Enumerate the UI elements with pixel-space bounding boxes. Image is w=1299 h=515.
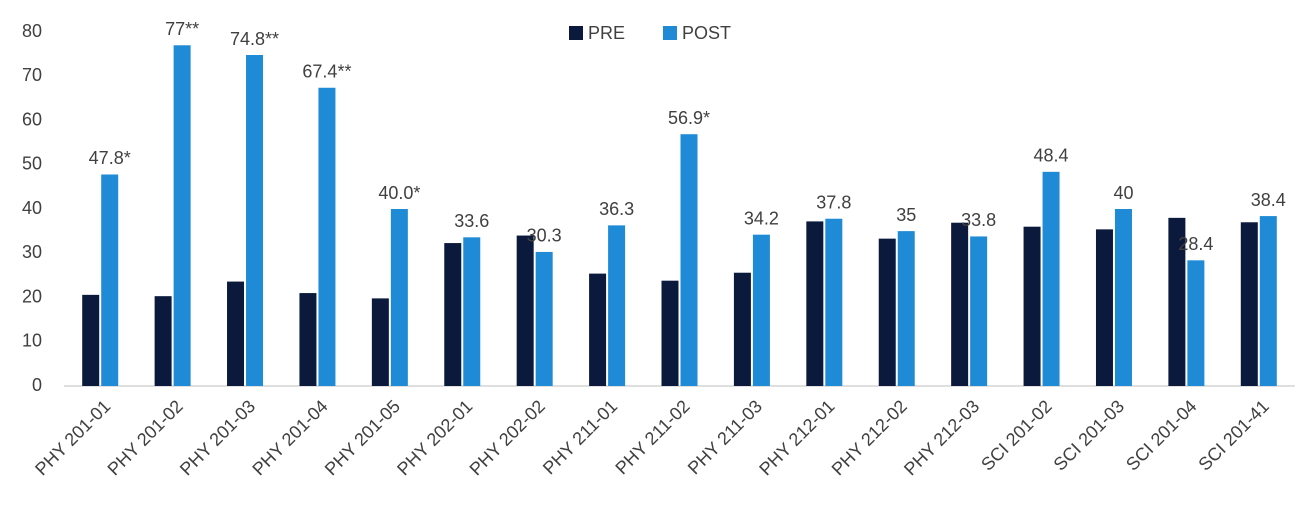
bar (246, 55, 264, 386)
x-tick-label: PHY 201-05 (321, 396, 404, 479)
x-tick-label: PHY 212-01 (755, 396, 838, 479)
data-label: 28.4 (1178, 234, 1213, 254)
bar (1259, 216, 1277, 386)
x-tick-label: PHY 202-01 (393, 396, 476, 479)
legend-label: PRE (588, 23, 625, 43)
data-label: 67.4** (302, 62, 351, 82)
bar (173, 45, 191, 387)
data-label: 37.8 (816, 192, 851, 212)
data-label: 77** (165, 19, 199, 39)
x-tick-label: PHY 201-01 (31, 396, 114, 479)
y-tick-label: 30 (22, 242, 42, 262)
x-tick-label: SCI 201-03 (1050, 396, 1129, 475)
y-tick-label: 60 (22, 109, 42, 129)
bar (951, 222, 969, 386)
x-tick-label: PHY 212-03 (900, 396, 983, 479)
bar (516, 235, 534, 386)
bar (101, 174, 119, 386)
bar (806, 221, 824, 386)
bar (752, 234, 770, 386)
bar (970, 236, 988, 386)
y-tick-label: 10 (22, 331, 42, 351)
bar (299, 293, 317, 386)
x-tick-label: PHY 202-02 (466, 396, 549, 479)
bar (535, 251, 553, 386)
data-label: 56.9* (668, 108, 710, 128)
x-tick-label: PHY 211-02 (611, 396, 693, 478)
data-label: 47.8* (89, 148, 131, 168)
data-label: 74.8** (230, 29, 279, 49)
bar (1240, 222, 1258, 386)
y-tick-label: 0 (32, 375, 42, 395)
bar (82, 294, 100, 386)
bar (825, 218, 843, 386)
y-tick-label: 20 (22, 286, 42, 306)
bar (318, 87, 336, 386)
x-tick-label: SCI 201-04 (1122, 396, 1201, 475)
x-tick-label: SCI 201-41 (1194, 396, 1273, 475)
y-tick-label: 70 (22, 65, 42, 85)
bar (1042, 171, 1060, 386)
x-tick-label: PHY 211-03 (684, 396, 766, 478)
legend-label: POST (682, 23, 731, 43)
data-label: 33.8 (961, 210, 996, 230)
bar (589, 273, 607, 386)
data-label: 40.0* (378, 183, 420, 203)
bar (680, 134, 698, 386)
data-label: 33.6 (454, 211, 489, 231)
bar (897, 231, 915, 386)
data-label: 34.2 (744, 208, 779, 228)
bar (444, 243, 462, 386)
bar (227, 281, 245, 386)
bar (371, 298, 389, 386)
y-tick-label: 40 (22, 198, 42, 218)
y-tick-label: 80 (22, 21, 42, 41)
bar (733, 272, 751, 386)
data-label: 40 (1113, 183, 1133, 203)
bar (1114, 209, 1132, 386)
bar (878, 238, 896, 386)
bar (1187, 260, 1205, 386)
x-tick-label: PHY 201-02 (104, 396, 187, 479)
bar (661, 280, 679, 386)
x-tick-label: SCI 201-02 (977, 396, 1056, 475)
y-tick-label: 50 (22, 154, 42, 174)
bar (608, 225, 626, 386)
x-tick-label: PHY 212-02 (828, 396, 911, 479)
bar (463, 237, 481, 386)
data-label: 48.4 (1034, 146, 1069, 166)
data-label: 38.4 (1251, 190, 1286, 210)
legend-swatch (663, 26, 677, 40)
x-tick-label: PHY 211-01 (539, 396, 621, 478)
data-label: 36.3 (599, 199, 634, 219)
x-tick-label: PHY 201-04 (248, 396, 331, 479)
bar (154, 296, 172, 386)
x-tick-label: PHY 201-03 (176, 396, 259, 479)
bar (1168, 217, 1186, 386)
bar (390, 209, 408, 386)
data-label: 35 (896, 205, 916, 225)
bar (1095, 229, 1113, 386)
data-label: 30.3 (527, 226, 562, 246)
legend-swatch (569, 26, 583, 40)
bar (1023, 226, 1041, 386)
